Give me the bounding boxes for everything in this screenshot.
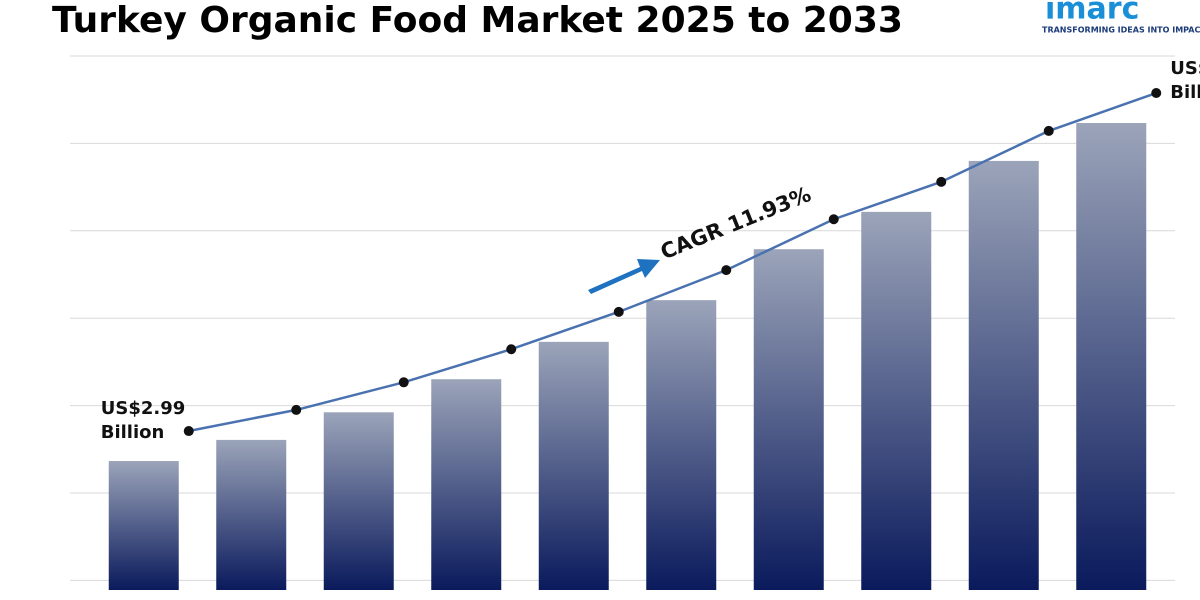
trend-dot	[936, 176, 947, 187]
trend-dot	[183, 426, 194, 437]
value-label: US$2.99 Billion	[100, 398, 186, 444]
bar	[431, 379, 502, 590]
bar	[1076, 123, 1147, 591]
trend-dot	[613, 306, 624, 317]
cagr-arrow	[588, 259, 660, 294]
chart-title: Turkey Organic Food Market 2025 to 2033	[52, 0, 903, 41]
bar	[646, 300, 717, 590]
trend-dot	[398, 377, 409, 388]
trend-dot	[291, 404, 302, 415]
trend-line	[188, 91, 1157, 433]
bar	[323, 412, 394, 590]
bar	[108, 461, 179, 590]
bar	[216, 439, 287, 590]
trend-dot	[1043, 125, 1054, 136]
logo-name: imarc	[1045, 0, 1139, 27]
trend-dot	[1151, 88, 1162, 99]
logo-tagline: TRANSFORMING IDEAS INTO IMPACT	[1042, 26, 1200, 35]
value-label: US$9.23 Billion	[1170, 58, 1200, 103]
bar	[753, 249, 824, 591]
bar	[861, 211, 932, 590]
trend-dot	[828, 214, 839, 225]
bar	[968, 160, 1039, 590]
trend-dot	[506, 344, 517, 355]
trend-dot	[721, 265, 732, 276]
bar	[538, 341, 609, 590]
